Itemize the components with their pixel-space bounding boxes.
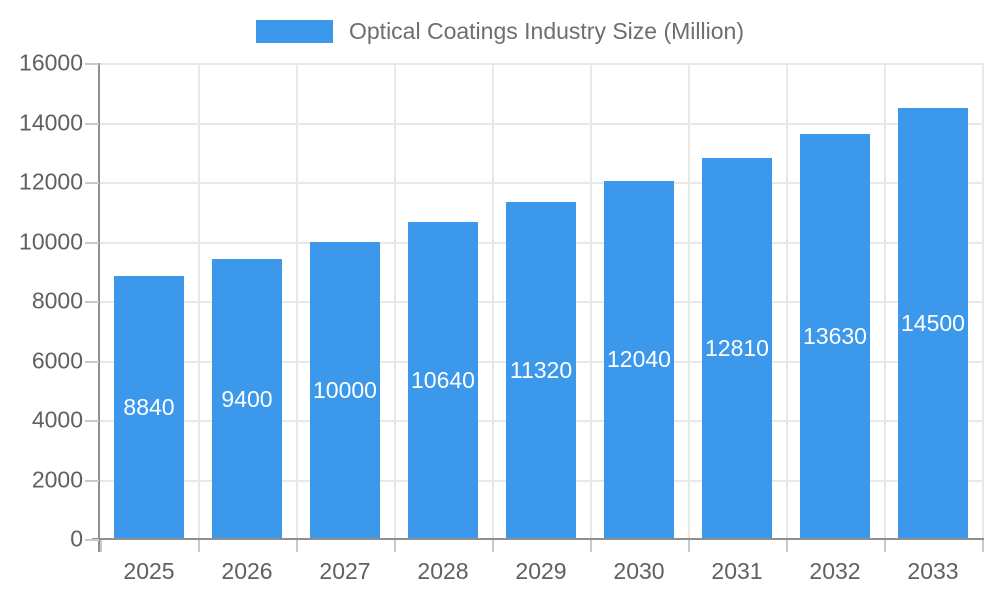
x-tick <box>884 540 886 552</box>
y-tick <box>85 182 99 184</box>
y-axis-label: 16000 <box>19 49 83 76</box>
bar: 12810 <box>702 157 772 539</box>
category-band: 8840 <box>100 63 198 539</box>
x-tick <box>688 540 690 552</box>
bar-value-label: 9400 <box>221 385 273 412</box>
y-axis-label: 8000 <box>31 287 83 314</box>
x-axis-label: 2026 <box>221 558 273 584</box>
x-tick <box>492 540 494 552</box>
x-axis-label: 2032 <box>809 558 861 584</box>
category-band: 11320 <box>492 63 590 539</box>
x-axis-label: 2027 <box>319 558 371 584</box>
gridline-horizontal <box>100 122 982 125</box>
bar-value-label: 10640 <box>411 367 475 394</box>
gridline-horizontal <box>100 182 982 184</box>
plot-area: 8840 9400 10000 10640 11320 12040 12810 13630 14… <box>100 63 984 539</box>
bar: 10000 <box>310 241 380 539</box>
gridline-vertical <box>590 63 592 539</box>
category-band: 12810 <box>688 63 786 539</box>
bar-value-label: 11320 <box>509 357 573 384</box>
gridline-vertical <box>492 63 494 539</box>
y-tick <box>85 122 99 125</box>
y-axis-label: 14000 <box>19 109 83 135</box>
bar: 12040 <box>604 180 674 539</box>
y-axis-label: 0 <box>70 525 83 552</box>
x-axis-label: 2030 <box>613 558 665 584</box>
chart-legend: Optical Coatings Industry Size (Million) <box>0 18 1000 45</box>
gridline-vertical <box>786 63 788 539</box>
x-tick <box>982 540 984 552</box>
bar: 14500 <box>898 107 968 539</box>
bar: 11320 <box>506 202 576 539</box>
gridline-vertical <box>688 63 690 539</box>
bar-value-label: 12810 <box>705 334 769 361</box>
y-tick <box>85 539 99 541</box>
x-tick <box>100 540 102 552</box>
bar-value-label: 13630 <box>803 322 867 349</box>
y-axis-label: 10000 <box>19 228 83 254</box>
y-axis-line <box>98 63 100 552</box>
x-axis-label: 2029 <box>515 558 567 584</box>
legend-label: Optical Coatings Industry Size (Million) <box>349 18 744 44</box>
category-band: 12040 <box>590 63 688 539</box>
y-axis-label: 6000 <box>31 347 83 373</box>
gridline-vertical <box>884 63 886 539</box>
y-tick <box>85 241 99 244</box>
y-tick <box>85 360 99 363</box>
gridline-horizontal <box>100 63 982 65</box>
y-tick <box>85 479 99 482</box>
bar: 8840 <box>114 276 184 539</box>
bar: 10640 <box>408 222 478 539</box>
bar-value-label: 14500 <box>901 309 965 336</box>
x-axis-label: 2028 <box>417 558 469 584</box>
category-band: 10640 <box>394 63 492 539</box>
category-band: 13630 <box>786 63 884 539</box>
y-axis-label: 12000 <box>19 168 83 195</box>
category-band: 10000 <box>296 63 394 539</box>
y-tick <box>85 301 99 303</box>
gridline-vertical <box>296 63 298 539</box>
x-tick <box>590 540 592 552</box>
x-axis-label: 2033 <box>907 558 959 584</box>
category-band: 14500 <box>884 63 982 539</box>
bar-value-label: 10000 <box>313 376 377 403</box>
gridline-vertical <box>198 63 200 539</box>
bar-value-label: 12040 <box>607 346 671 373</box>
category-band: 9400 <box>198 63 296 539</box>
bar: 9400 <box>212 259 282 539</box>
x-axis-label: 2031 <box>711 558 763 584</box>
y-tick <box>85 420 99 422</box>
x-axis-line <box>92 538 984 540</box>
x-tick <box>394 540 396 552</box>
y-axis-label: 2000 <box>31 466 83 492</box>
bars-container: 8840 9400 10000 10640 11320 12040 12810 13630 14… <box>100 63 982 539</box>
y-tick <box>85 63 99 65</box>
gridline-vertical <box>982 63 984 539</box>
x-axis-label: 2025 <box>123 558 175 584</box>
bar: 13630 <box>800 133 870 539</box>
bar-value-label: 8840 <box>123 394 175 420</box>
x-tick <box>296 540 298 552</box>
gridline-vertical <box>394 63 396 539</box>
legend-swatch <box>256 20 333 43</box>
x-tick <box>786 540 788 552</box>
y-axis-label: 4000 <box>31 406 83 433</box>
x-tick <box>198 540 200 552</box>
